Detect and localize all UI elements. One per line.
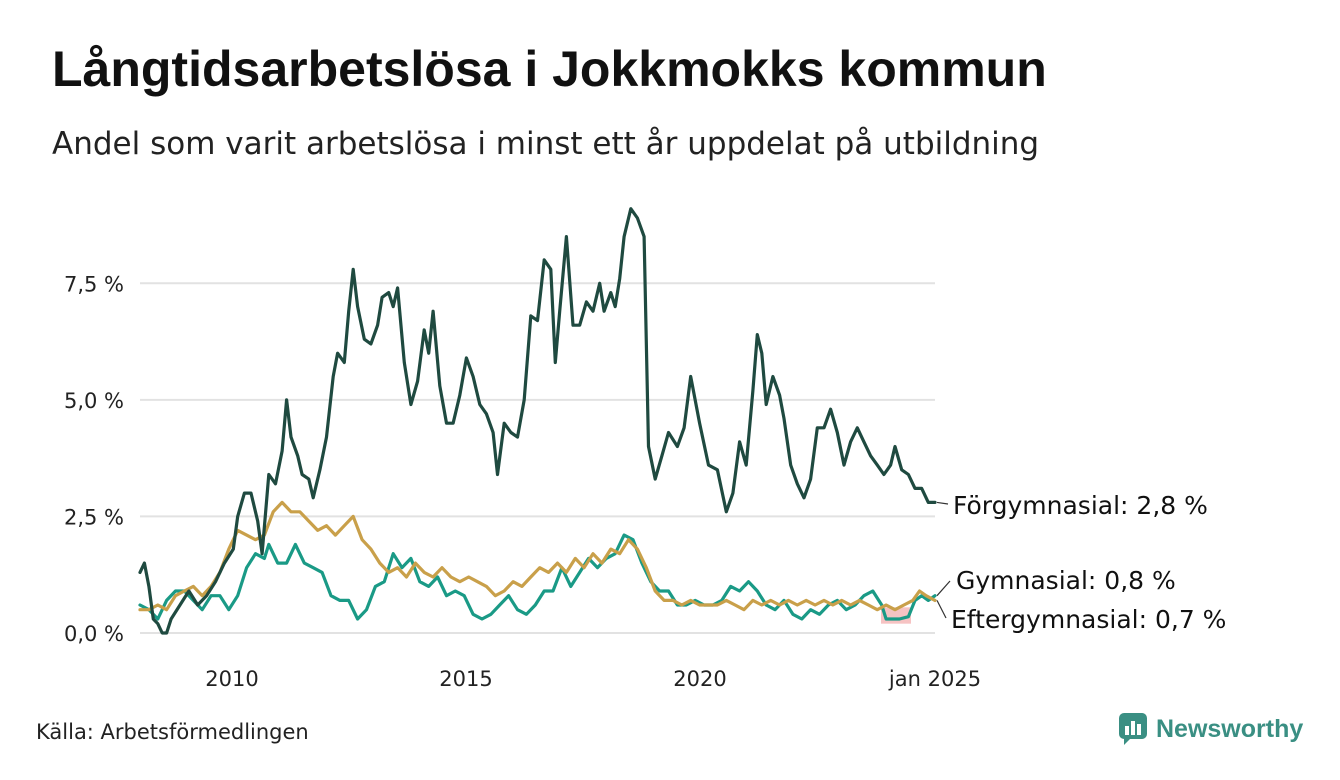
y-tick-label: 7,5 % [64,272,124,296]
chart-title: Långtidsarbetslösa i Jokkmokks kommun [52,41,1047,97]
series-label-forgymnasial: Förgymnasial: 2,8 % [953,491,1208,520]
series-label-eftergymnasial: Eftergymnasial: 0,7 % [951,605,1226,634]
bar-chart-icon [1119,713,1147,745]
leader-line-forgymnasial [936,501,949,505]
series-lines [138,207,937,635]
series-line-eftergymnasial [138,500,937,612]
x-tick-label: 2010 [205,667,258,691]
x-tick-label: jan 2025 [888,667,981,691]
grid-lines [140,282,935,634]
brand-logo[interactable]: Newsworthy [1118,712,1303,746]
chart-subtitle: Andel som varit arbetslösa i minst ett å… [52,126,1040,162]
leader-line-eftergymnasial [936,600,947,619]
series-line-gymnasial [138,533,937,621]
leader-line-gymnasial [936,580,951,597]
source-note: Källa: Arbetsförmedlingen [36,720,309,744]
series-end-labels: Förgymnasial: 2,8 % Gymnasial: 0,8 % Efter… [936,491,1226,634]
y-tick-label: 0,0 % [64,622,124,646]
x-tick-label: 2020 [673,667,726,691]
y-tick-label: 2,5 % [64,505,124,529]
y-axis-ticks: 0,0 % 2,5 % 5,0 % 7,5 % [64,272,124,646]
series-label-gymnasial: Gymnasial: 0,8 % [956,566,1176,595]
series-line-forgymnasial [138,207,937,635]
x-axis-ticks: 2010 2015 2020 jan 2025 [205,667,981,691]
y-tick-label: 5,0 % [64,389,124,413]
x-tick-label: 2015 [439,667,492,691]
brand-name: Newsworthy [1156,714,1304,743]
